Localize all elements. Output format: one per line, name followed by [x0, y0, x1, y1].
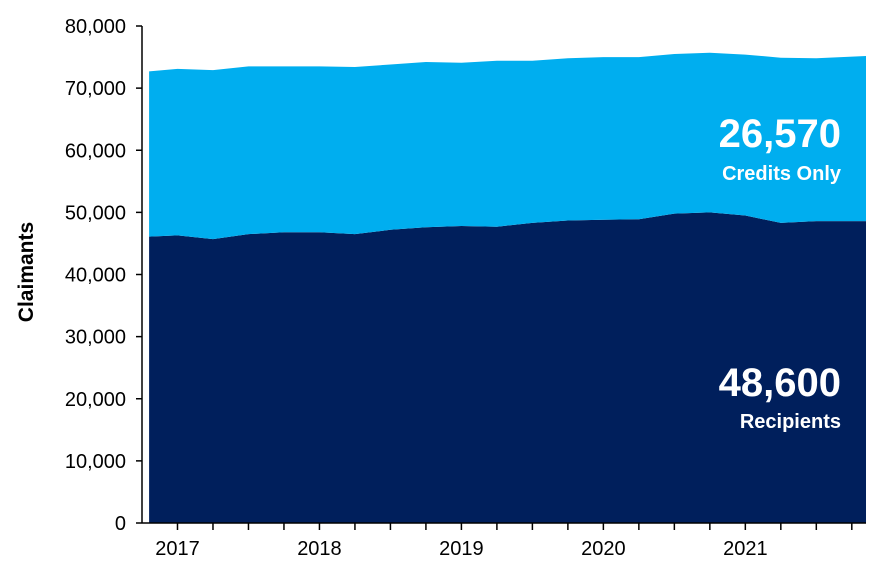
- recipients-series-label: Recipients: [740, 411, 841, 433]
- y-tick-label: 0: [115, 513, 126, 535]
- x-axis-ticks: 2017 2018 2019 2020 2021: [155, 523, 853, 560]
- y-tick-label: 80,000: [65, 16, 126, 38]
- x-tick-label: 2020: [581, 538, 626, 560]
- y-axis-label: Claimants: [15, 222, 38, 322]
- recipients-value-label: 48,600: [719, 361, 841, 405]
- x-tick-label: 2019: [439, 538, 484, 560]
- y-tick-label: 30,000: [65, 327, 126, 349]
- y-tick-label: 20,000: [65, 389, 126, 411]
- x-tick-label: 2017: [155, 538, 200, 560]
- credits-only-series-label: Credits Only: [722, 163, 842, 185]
- y-axis-ticks: 0 10,000 20,000 30,000 40,000 50,000 60,000 70,…: [65, 16, 142, 535]
- area-credits-only: [149, 52, 867, 240]
- y-tick-label: 10,000: [65, 451, 126, 473]
- x-tick-label: 2018: [297, 538, 342, 560]
- area-recipients: [149, 212, 867, 523]
- y-tick-label: 60,000: [65, 140, 126, 162]
- y-tick-label: 50,000: [65, 202, 126, 224]
- x-tick-label: 2021: [723, 538, 768, 560]
- y-tick-label: 70,000: [65, 78, 126, 100]
- credits-only-value-label: 26,570: [719, 112, 841, 156]
- area-layers: [149, 52, 867, 523]
- y-tick-label: 40,000: [65, 265, 126, 287]
